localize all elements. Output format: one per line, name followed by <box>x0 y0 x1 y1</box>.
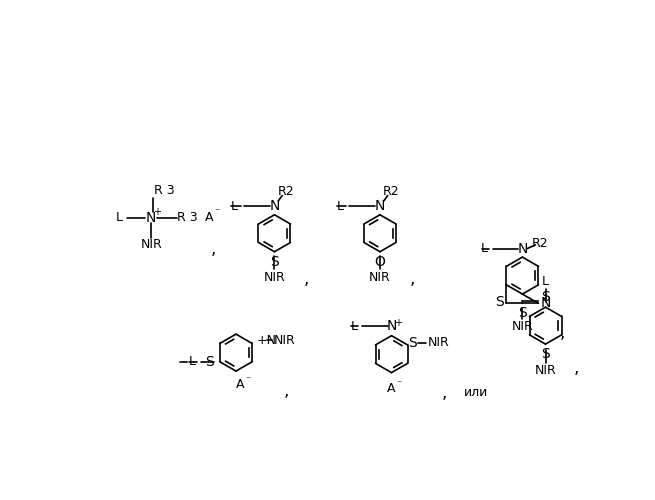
Text: NIR: NIR <box>428 336 449 349</box>
Text: ⁻: ⁻ <box>245 376 250 386</box>
Text: ,: , <box>441 384 447 402</box>
Text: ,: , <box>409 270 415 288</box>
Text: ⁻: ⁻ <box>214 208 219 218</box>
Text: ⁻: ⁻ <box>396 379 401 389</box>
Text: ,: , <box>574 359 579 377</box>
Text: L: L <box>189 356 196 368</box>
Text: N: N <box>387 320 398 334</box>
Text: ,: , <box>304 270 310 288</box>
Text: +N: +N <box>257 334 276 347</box>
Text: L: L <box>231 200 238 213</box>
Text: R2: R2 <box>278 185 294 198</box>
Text: R2: R2 <box>532 237 548 250</box>
Text: S: S <box>205 355 214 369</box>
Text: A: A <box>205 212 214 224</box>
Text: N: N <box>375 200 385 213</box>
Text: NIR: NIR <box>512 320 533 333</box>
Text: N: N <box>517 242 527 256</box>
Text: A: A <box>236 378 244 392</box>
Text: L: L <box>116 212 123 224</box>
Text: +: + <box>394 318 402 328</box>
Text: S: S <box>541 290 550 304</box>
Text: N: N <box>540 296 551 310</box>
Text: N: N <box>269 200 280 213</box>
Text: NIR: NIR <box>273 334 295 347</box>
Text: NIR: NIR <box>534 364 556 377</box>
Text: S: S <box>270 254 279 268</box>
Text: L: L <box>350 320 357 333</box>
Text: R 3: R 3 <box>153 184 174 198</box>
Text: ,: , <box>560 324 565 342</box>
Text: R2: R2 <box>383 185 400 198</box>
Text: A: A <box>387 382 396 396</box>
Text: +: + <box>153 208 160 218</box>
Text: ,: , <box>210 240 215 258</box>
Text: L: L <box>542 276 549 288</box>
Text: NIR: NIR <box>369 270 391 283</box>
Text: L: L <box>337 200 343 213</box>
Text: S: S <box>541 347 550 361</box>
Text: NIR: NIR <box>263 270 286 283</box>
Text: N: N <box>146 211 157 225</box>
Text: S: S <box>495 295 504 309</box>
Text: ,: , <box>284 382 289 400</box>
Text: L: L <box>481 242 488 255</box>
Text: или: или <box>464 386 489 399</box>
Text: NIR: NIR <box>140 238 162 252</box>
Text: O: O <box>375 254 385 268</box>
Text: S: S <box>518 306 527 320</box>
Text: R 3: R 3 <box>177 212 198 224</box>
Text: S: S <box>408 336 417 349</box>
